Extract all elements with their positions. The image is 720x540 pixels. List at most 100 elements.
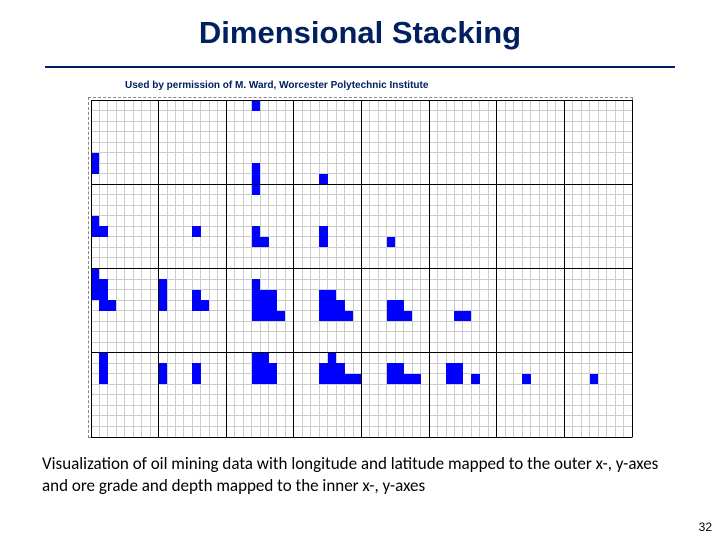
data-cell	[91, 226, 99, 237]
data-cell	[192, 290, 200, 301]
slide: Dimensional Stacking Used by permission …	[0, 0, 720, 540]
data-cell	[159, 300, 167, 311]
data-cell	[387, 237, 395, 248]
data-cell	[328, 374, 336, 385]
data-cell	[252, 300, 260, 311]
data-cell	[328, 311, 336, 322]
data-cell	[192, 226, 200, 237]
data-cell	[395, 374, 403, 385]
data-cell	[99, 279, 107, 290]
data-cell	[252, 237, 260, 248]
data-cell	[99, 374, 107, 385]
chart-container	[88, 97, 633, 438]
data-cell	[91, 153, 99, 164]
data-cell	[328, 353, 336, 364]
data-cell	[319, 300, 327, 311]
data-cell	[328, 300, 336, 311]
page-number: 32	[699, 520, 712, 534]
data-cell	[159, 374, 167, 385]
data-cell	[99, 300, 107, 311]
data-cell	[404, 311, 412, 322]
data-cell	[463, 311, 471, 322]
data-cell	[91, 269, 99, 280]
data-cell	[252, 163, 260, 174]
data-cell	[269, 300, 277, 311]
data-cell	[252, 279, 260, 290]
data-cell	[395, 300, 403, 311]
data-cell	[91, 216, 99, 227]
data-cell	[252, 290, 260, 301]
data-cell	[319, 290, 327, 301]
data-cell	[319, 311, 327, 322]
data-cell	[454, 374, 462, 385]
data-cell	[192, 374, 200, 385]
data-cell	[319, 374, 327, 385]
data-cell	[336, 311, 344, 322]
data-cell	[159, 363, 167, 374]
data-cell	[91, 290, 99, 301]
data-cell	[319, 363, 327, 374]
data-cell	[412, 374, 420, 385]
data-cell	[336, 374, 344, 385]
data-cell	[328, 363, 336, 374]
data-cell	[446, 374, 454, 385]
data-cell	[387, 300, 395, 311]
data-cell	[387, 363, 395, 374]
data-cell	[99, 226, 107, 237]
data-cell	[446, 363, 454, 374]
data-cell	[269, 363, 277, 374]
data-cell	[269, 311, 277, 322]
data-cell	[454, 311, 462, 322]
data-cell	[260, 300, 268, 311]
data-cell	[99, 363, 107, 374]
data-cell	[159, 290, 167, 301]
data-cell	[260, 353, 268, 364]
data-cell	[252, 374, 260, 385]
data-cell	[387, 374, 395, 385]
data-cell	[260, 374, 268, 385]
data-cell	[252, 353, 260, 364]
data-cell	[328, 290, 336, 301]
data-cell	[252, 363, 260, 374]
data-cell	[99, 353, 107, 364]
data-cell	[336, 300, 344, 311]
data-cell	[252, 100, 260, 111]
data-cell	[395, 311, 403, 322]
data-cell	[192, 363, 200, 374]
data-cell	[252, 174, 260, 185]
dimensional-stacking-chart	[91, 100, 632, 437]
data-cell	[345, 311, 353, 322]
data-cell	[269, 290, 277, 301]
caption-text: Visualization of oil mining data with lo…	[42, 453, 678, 497]
data-cell	[395, 363, 403, 374]
data-cell	[91, 279, 99, 290]
data-cell	[252, 226, 260, 237]
data-cell	[590, 374, 598, 385]
data-cell	[99, 290, 107, 301]
data-cell	[192, 300, 200, 311]
data-cell	[336, 363, 344, 374]
data-cell	[319, 174, 327, 185]
data-cell	[159, 279, 167, 290]
data-cell	[201, 300, 209, 311]
title-underline	[45, 66, 675, 68]
data-cell	[252, 184, 260, 195]
data-cell	[252, 311, 260, 322]
slide-title: Dimensional Stacking	[0, 15, 720, 51]
data-cell	[345, 374, 353, 385]
data-cell	[319, 226, 327, 237]
data-cell	[471, 374, 479, 385]
data-cell	[260, 311, 268, 322]
data-cell	[269, 374, 277, 385]
data-cell	[404, 374, 412, 385]
data-cell	[319, 237, 327, 248]
data-cell	[260, 237, 268, 248]
data-cell	[260, 290, 268, 301]
data-cell	[522, 374, 530, 385]
data-cell	[454, 363, 462, 374]
attribution-text: Used by permission of M. Ward, Worcester…	[125, 80, 428, 91]
data-cell	[387, 311, 395, 322]
data-cell	[260, 363, 268, 374]
data-cell	[108, 300, 116, 311]
data-cell	[91, 163, 99, 174]
